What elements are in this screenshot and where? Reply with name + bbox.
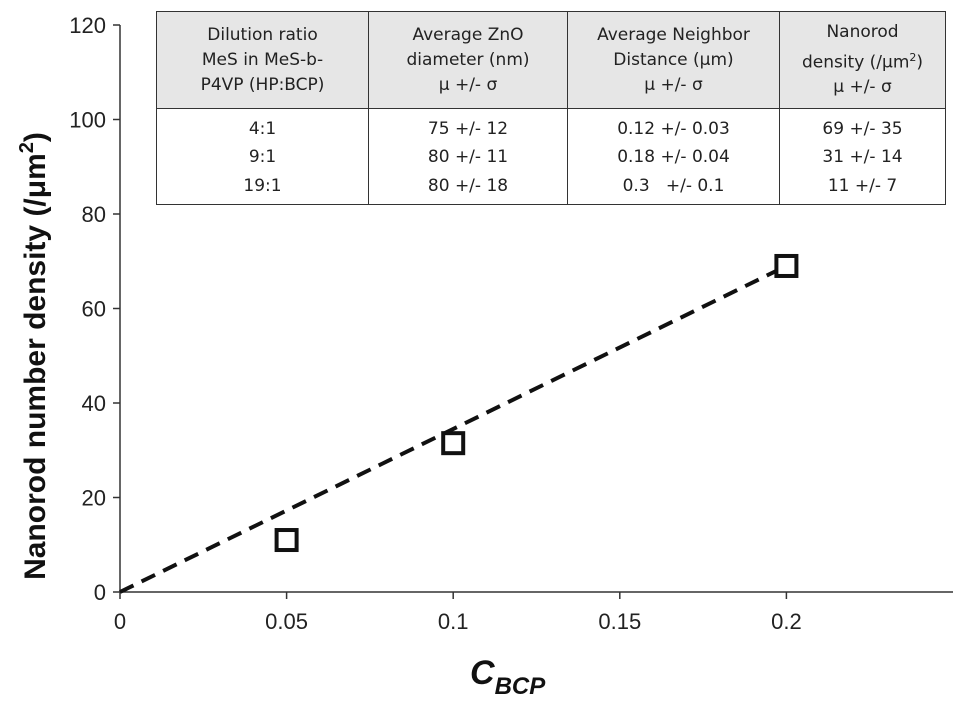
table-row: 9:1 80 +/- 11 0.18 +/- 0.04 31 +/- 14 (156, 143, 946, 172)
table-cell: 0.3 +/- 0.1 (567, 171, 780, 205)
header-neighbor-distance: Average Neighbor Distance (μm) μ +/- σ (567, 11, 780, 109)
y-tick-label: 80 (82, 202, 106, 227)
y-tick-label: 100 (69, 108, 106, 133)
data-point (441, 431, 466, 456)
x-tick-label: 0.2 (771, 609, 802, 634)
table-cell: 0.12 +/- 0.03 (567, 108, 780, 144)
data-point (274, 528, 299, 553)
x-axis-ticks: 0 0.05 0.1 0.15 0.2 (114, 592, 802, 634)
header-dilution-ratio: Dilution ratio MeS in MeS-b- P4VP (HP:BC… (156, 11, 369, 109)
x-tick-label: 0.05 (265, 609, 308, 634)
table-cell: 80 +/- 18 (368, 171, 568, 205)
table-cell: 31 +/- 14 (779, 143, 946, 172)
table-cell: 4:1 (156, 108, 369, 144)
header-average-diameter: Average ZnO diameter (nm) μ +/- σ (368, 11, 568, 109)
y-tick-label: 20 (82, 486, 106, 511)
x-tick-label: 0 (114, 609, 126, 634)
table-cell: 11 +/- 7 (779, 171, 946, 205)
x-tick-label: 0.15 (598, 609, 641, 634)
y-tick-label: 40 (82, 391, 106, 416)
table-cell: 69 +/- 35 (779, 108, 946, 144)
summary-table: Dilution ratio MeS in MeS-b- P4VP (HP:BC… (156, 11, 946, 205)
x-axis-label: CBCP (470, 654, 546, 700)
fit-line-layer (119, 264, 788, 594)
table-row: 4:1 75 +/- 12 0.12 +/- 0.03 69 +/- 35 (156, 108, 946, 144)
header-nanorod-density: Nanorod density (/μm2) μ +/- σ (779, 11, 946, 109)
table-cell: 9:1 (156, 143, 369, 172)
table-cell: 80 +/- 11 (368, 143, 568, 172)
data-points (274, 253, 799, 553)
table-header-row: Dilution ratio MeS in MeS-b- P4VP (HP:BC… (156, 11, 946, 109)
y-tick-label: 120 (69, 13, 106, 38)
table-row: 19:1 80 +/- 18 0.3 +/- 0.1 11 +/- 7 (156, 171, 946, 205)
table-cell: 75 +/- 12 (368, 108, 568, 144)
y-axis-label: Nanorod number density (/μm2) (16, 132, 52, 580)
data-point (774, 253, 799, 278)
y-axis-ticks: 0 20 40 60 80 100 120 (69, 13, 120, 605)
table-cell: 19:1 (156, 171, 369, 205)
y-tick-label: 60 (82, 297, 106, 322)
fit-line (119, 264, 788, 594)
table-cell: 0.18 +/- 0.04 (567, 143, 780, 172)
x-tick-label: 0.1 (438, 609, 469, 634)
y-tick-label: 0 (94, 580, 106, 605)
